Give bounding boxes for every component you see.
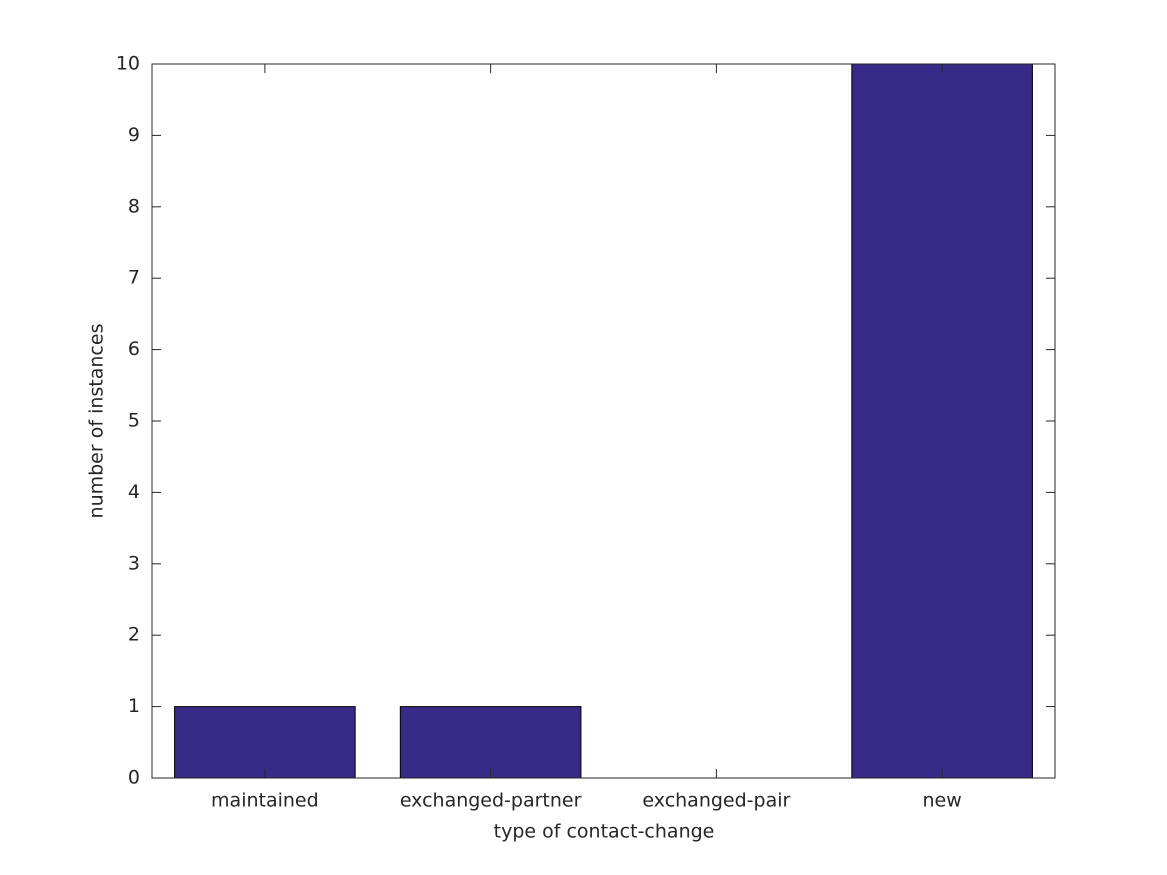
y-axis-label: number of instances: [86, 324, 108, 519]
y-tick-label: 10: [116, 53, 140, 75]
y-tick-label: 2: [128, 624, 140, 646]
y-tick-label: 0: [128, 767, 140, 789]
x-tick-label: exchanged-pair: [642, 790, 790, 812]
bar: [174, 706, 356, 779]
x-tick-label: maintained: [211, 790, 319, 812]
y-tick-label: 1: [128, 695, 140, 717]
y-tick-label: 5: [128, 410, 140, 432]
y-tick-label: 6: [128, 338, 140, 360]
x-axis-label: type of contact-change: [494, 821, 715, 843]
x-tick-label: exchanged-partner: [400, 790, 582, 812]
y-tick-label: 3: [128, 552, 140, 574]
bar: [399, 706, 582, 779]
x-tick-label: new: [922, 790, 961, 812]
y-tick-label: 7: [128, 267, 140, 289]
y-tick-label: 8: [128, 195, 140, 217]
bar: [851, 63, 1033, 779]
y-tick-label: 9: [128, 124, 140, 146]
y-tick-label: 4: [128, 481, 140, 503]
